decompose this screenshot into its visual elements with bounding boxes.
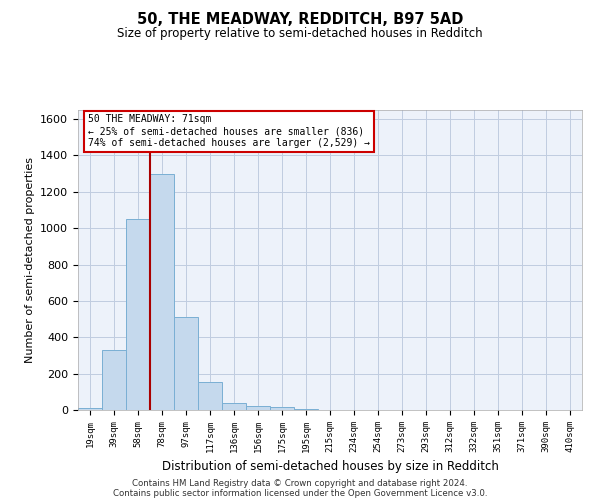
Text: 50, THE MEADWAY, REDDITCH, B97 5AD: 50, THE MEADWAY, REDDITCH, B97 5AD bbox=[137, 12, 463, 28]
Bar bbox=[102, 350, 126, 410]
Bar bbox=[294, 408, 318, 410]
Y-axis label: Number of semi-detached properties: Number of semi-detached properties bbox=[25, 157, 35, 363]
Bar bbox=[222, 402, 246, 410]
Bar bbox=[246, 406, 270, 410]
Bar bbox=[198, 382, 222, 410]
Bar bbox=[270, 406, 294, 410]
Bar bbox=[126, 219, 150, 410]
Text: Contains HM Land Registry data © Crown copyright and database right 2024.: Contains HM Land Registry data © Crown c… bbox=[132, 478, 468, 488]
Bar bbox=[78, 408, 102, 410]
Text: 50 THE MEADWAY: 71sqm
← 25% of semi-detached houses are smaller (836)
74% of sem: 50 THE MEADWAY: 71sqm ← 25% of semi-deta… bbox=[88, 114, 370, 148]
Bar bbox=[150, 174, 174, 410]
X-axis label: Distribution of semi-detached houses by size in Redditch: Distribution of semi-detached houses by … bbox=[161, 460, 499, 473]
Text: Contains public sector information licensed under the Open Government Licence v3: Contains public sector information licen… bbox=[113, 488, 487, 498]
Bar bbox=[174, 318, 198, 410]
Text: Size of property relative to semi-detached houses in Redditch: Size of property relative to semi-detach… bbox=[117, 28, 483, 40]
